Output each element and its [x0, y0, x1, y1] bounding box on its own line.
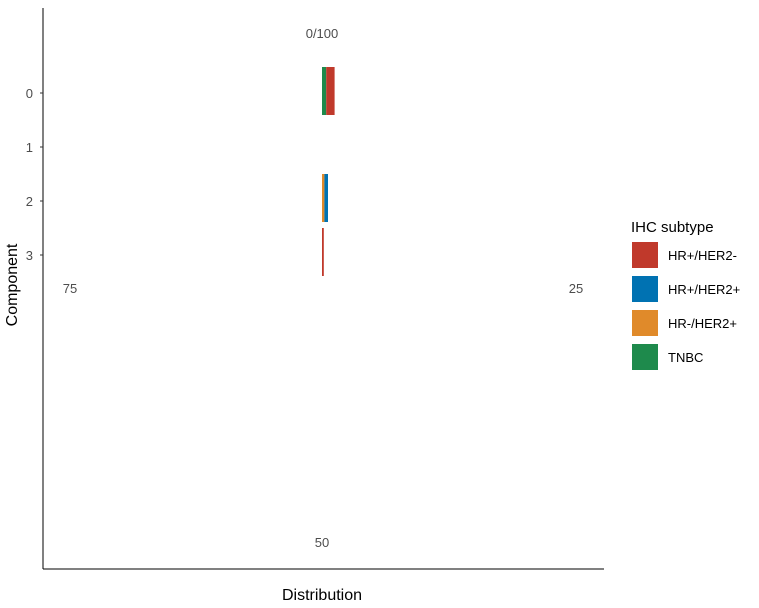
- legend-label-3: TNBC: [668, 350, 703, 365]
- bar-hr-her2--component-3: [322, 228, 324, 276]
- bar-hr-her2--component-2: [322, 174, 325, 222]
- component-tick-label-1: 1: [26, 140, 33, 155]
- legend-swatch-3: [632, 344, 658, 370]
- legend-swatch-0: [632, 242, 658, 268]
- y-axis-title: Component: [4, 243, 21, 326]
- angle-tick-left: 75: [63, 281, 77, 296]
- legend-swatch-1: [632, 276, 658, 302]
- legend-title: IHC subtype: [631, 219, 714, 236]
- legend-label-2: HR-/HER2+: [668, 316, 737, 331]
- bar-hr-her2--component-0: [326, 67, 335, 115]
- component-tick-label-3: 3: [26, 248, 33, 263]
- x-axis-title: Distribution: [282, 587, 362, 604]
- angle-tick-top: 0/100: [306, 26, 339, 41]
- bar-hr-her2--component-2: [324, 174, 328, 222]
- component-tick-label-0: 0: [26, 86, 33, 101]
- bars: [322, 67, 335, 276]
- component-tick-label-2: 2: [26, 194, 33, 209]
- legend: IHC subtype HR+/HER2- HR+/HER2+ HR-/HER2+ T…: [631, 219, 740, 370]
- legend-label-1: HR+/HER2+: [668, 282, 740, 297]
- bar-tnbc-component-0: [322, 67, 327, 115]
- component-ticks: 0 1 2 3: [26, 86, 43, 263]
- angle-tick-right: 25: [569, 281, 583, 296]
- angle-tick-bottom: 50: [315, 535, 329, 550]
- legend-label-0: HR+/HER2-: [668, 248, 737, 263]
- legend-swatch-2: [632, 310, 658, 336]
